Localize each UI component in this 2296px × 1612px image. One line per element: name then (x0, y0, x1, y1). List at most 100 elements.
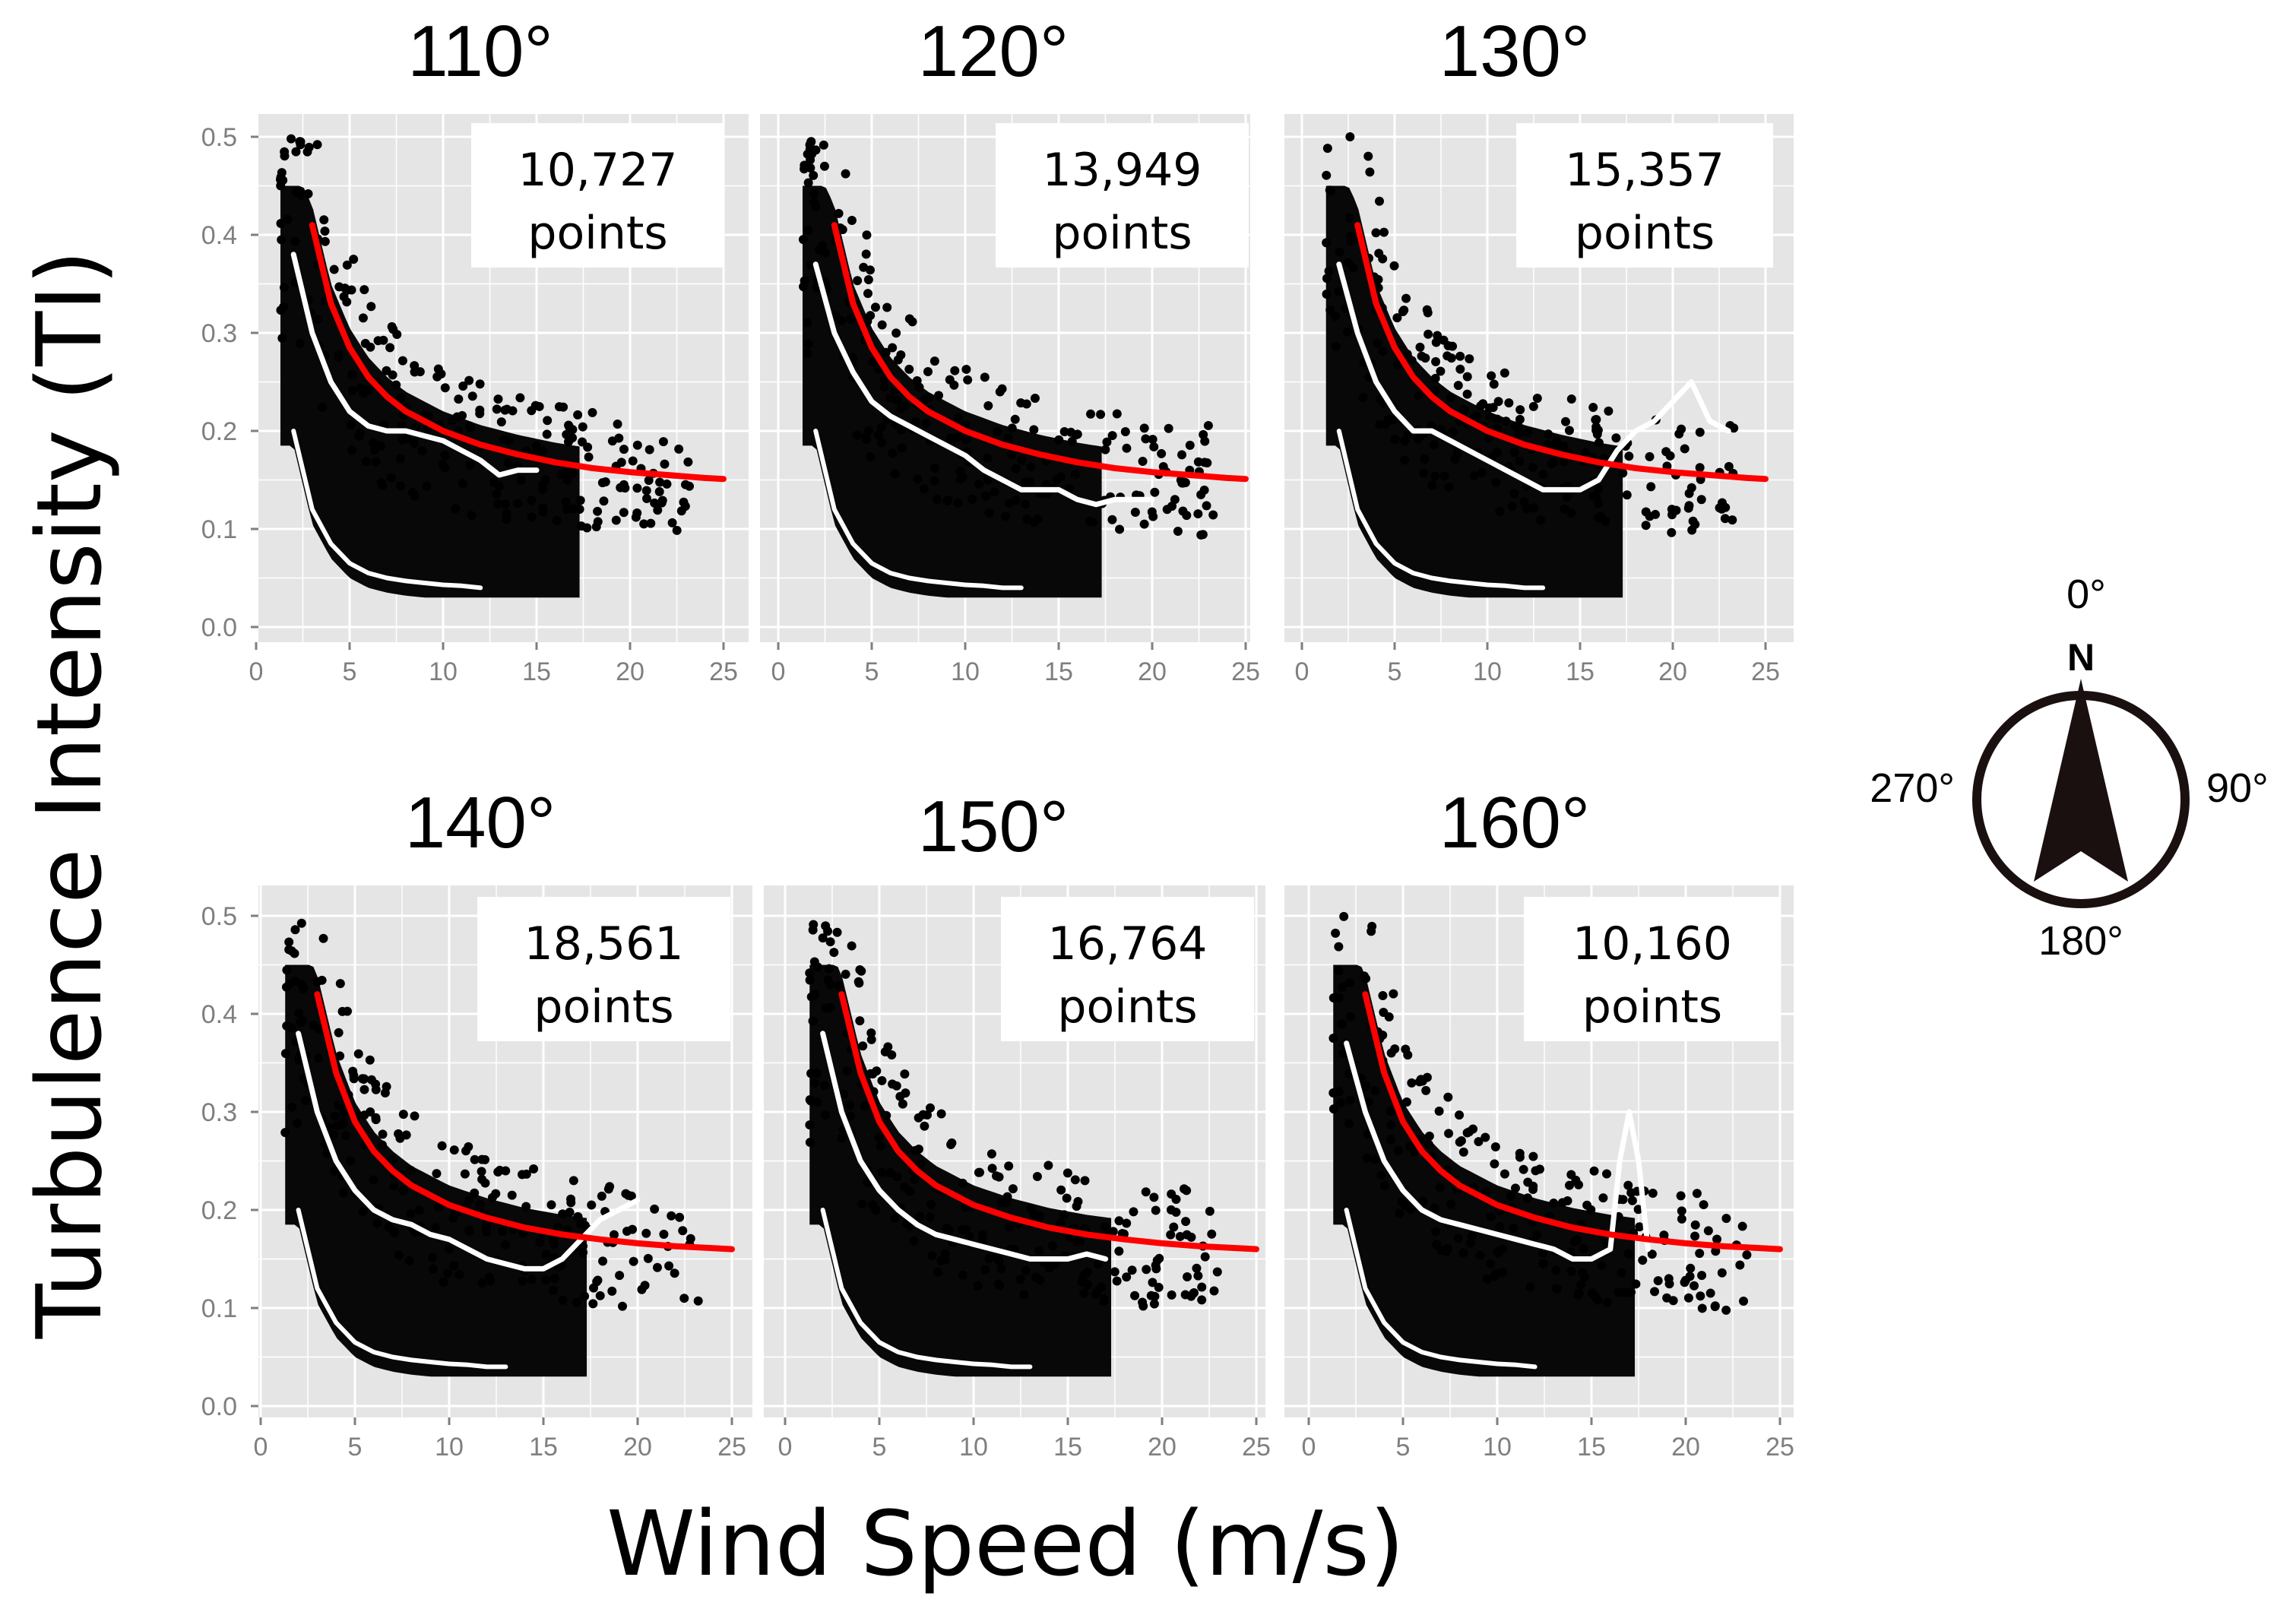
scatter-point (1207, 1229, 1217, 1239)
scatter-point (1665, 451, 1675, 461)
scatter-point (292, 1119, 302, 1129)
scatter-point (529, 1164, 539, 1173)
scatter-point (1034, 1246, 1044, 1256)
fit-line (309, 222, 727, 483)
scatter-point (632, 483, 642, 493)
scatter-point (334, 352, 344, 362)
scatter-point (963, 375, 973, 385)
compass-label-0: 0° (2066, 572, 2106, 617)
x-tick-label: 5 (1388, 657, 1402, 686)
scatter-point (1489, 379, 1499, 389)
scatter-point (464, 1225, 474, 1235)
scatter-point (907, 317, 917, 327)
scatter-point (641, 1228, 651, 1238)
scatter-point (1515, 414, 1525, 424)
scatter-point (1322, 170, 1332, 180)
scatter-point (353, 1049, 363, 1059)
scatter-point (916, 1159, 926, 1169)
scatter-point (1099, 1294, 1109, 1304)
scatter-point (1203, 420, 1213, 430)
scatter-point (431, 1223, 441, 1233)
scatter-point (1000, 511, 1010, 521)
scatter-point (1022, 514, 1032, 524)
scatter-point (588, 1299, 598, 1309)
scatter-point (1641, 521, 1651, 530)
point-count: 16,764 (1048, 917, 1208, 971)
scatter-point (1551, 1265, 1561, 1275)
scatter-point (609, 1230, 619, 1240)
scatter-point (1443, 351, 1452, 361)
y-tick-label: 0.5 (201, 902, 237, 931)
scatter-point (953, 498, 963, 508)
scatter-point (335, 1051, 345, 1061)
point-count: 10,727 (518, 144, 678, 197)
scatter-point (1082, 1280, 1092, 1290)
scatter-point (1324, 266, 1334, 276)
scatter-point (502, 515, 511, 524)
y-axis-label: Turbulence Intensity (TI) (17, 250, 122, 1339)
scatter-point (1371, 228, 1381, 238)
scatter-point (857, 966, 866, 976)
scatter-point (315, 1025, 325, 1034)
scatter-point (475, 379, 485, 389)
point-unit: points (1052, 207, 1192, 260)
scatter-point (1431, 337, 1441, 347)
scatter-point (932, 495, 942, 505)
scatter-point (572, 1297, 582, 1307)
scatter-point (910, 1145, 920, 1155)
scatter-point (866, 1028, 876, 1038)
scatter-point (584, 452, 594, 462)
scatter-point (1129, 1207, 1138, 1217)
scatter-point (1414, 391, 1424, 401)
point-unit: points (1575, 207, 1715, 260)
scatter-point (1601, 516, 1610, 526)
scatter-point (1107, 515, 1117, 524)
scatter-point (891, 328, 901, 338)
y-tick-label: 0.5 (201, 123, 237, 152)
scatter-point (1193, 457, 1203, 467)
scatter-point (1462, 389, 1472, 399)
scatter-point (1490, 1159, 1500, 1169)
scatter-point (559, 402, 568, 412)
y-tick-label: 0.1 (201, 1294, 237, 1323)
scatter-point (1566, 1170, 1576, 1180)
scatter-point (582, 523, 592, 533)
scatter-point (1532, 1230, 1542, 1240)
scatter-point (619, 445, 629, 454)
scatter-point (1078, 1270, 1088, 1280)
scatter-point (1325, 185, 1335, 195)
scatter-point (910, 416, 920, 426)
scatter-point (388, 370, 397, 380)
compass-north-letter: N (2067, 636, 2095, 679)
scatter-point (371, 457, 381, 467)
scatter-point (1588, 492, 1598, 502)
scatter-point (949, 380, 959, 390)
scatter-point (805, 1120, 815, 1130)
scatter-point (1182, 511, 1192, 521)
scatter-point (652, 1262, 662, 1272)
scatter-point (1703, 1226, 1713, 1236)
scatter-point (1510, 1183, 1520, 1193)
scatter-point (1509, 1223, 1519, 1233)
scatter-point (1171, 1195, 1181, 1205)
scatter-point (449, 1145, 459, 1155)
panel-160deg: 10,160 points 160° 0 5 10 15 20 25 (1284, 782, 1794, 1462)
scatter-point (1149, 1192, 1159, 1202)
scatter-point (866, 265, 876, 275)
scatter-point (983, 401, 993, 410)
scatter-point (803, 149, 812, 159)
scatter-point (1611, 433, 1621, 443)
scatter-point (1148, 435, 1158, 445)
scatter-point (320, 226, 330, 236)
scatter-point (1344, 1119, 1354, 1129)
scatter-point (1008, 1184, 1018, 1194)
scatter-point (1604, 406, 1614, 416)
scatter-point (1627, 1196, 1637, 1205)
scatter-point (433, 364, 443, 374)
scatter-point (378, 1140, 388, 1150)
point-count: 10,160 (1572, 917, 1732, 971)
scatter-point (823, 926, 833, 936)
scatter-point (1410, 1147, 1420, 1157)
scatter-point (1486, 1211, 1496, 1221)
scatter-point (1424, 1139, 1433, 1149)
